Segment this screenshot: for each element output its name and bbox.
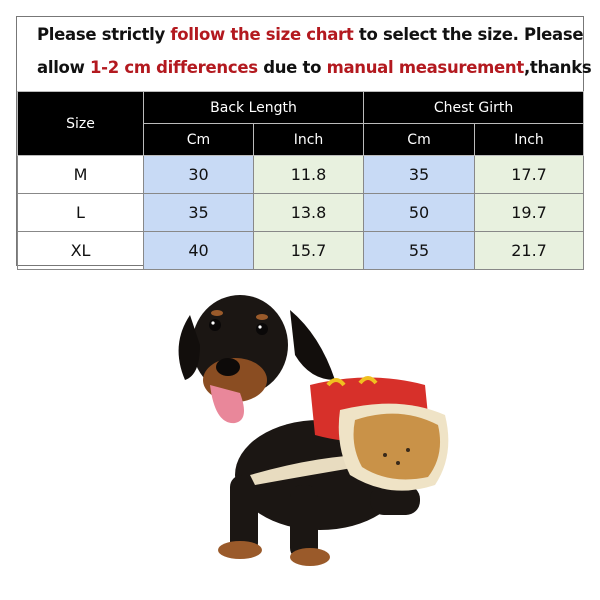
value-cell: 35 [363, 155, 476, 194]
value-cell: 40 [143, 231, 254, 270]
unit-header: Inch [474, 123, 585, 156]
unit-header: Cm [363, 123, 476, 156]
table-row: L 35 13.8 50 19.7 [17, 193, 585, 232]
value-cell: 30 [143, 155, 254, 194]
notice-text: to select the size. Please [353, 25, 584, 44]
notice-highlight: 1-2 cm differences [89, 58, 258, 77]
notice-highlight: follow the size chart [170, 25, 354, 44]
value-cell: 21.7 [474, 231, 585, 270]
value-cell: 15.7 [252, 231, 365, 270]
value-cell: 50 [363, 193, 476, 232]
unit-row: Cm Inch Cm Inch [18, 123, 585, 156]
value-cell: 55 [363, 231, 476, 270]
notice-line-1: Please strictly follow the size chart to… [37, 25, 584, 44]
value-cell: 13.8 [252, 193, 365, 232]
group-header-back-length: Back Length [142, 91, 365, 124]
notice-highlight: manual measurement [326, 58, 525, 77]
size-table: Size Back Length Chest Girth Cm Inch Cm … [17, 91, 585, 270]
value-cell: 19.7 [474, 193, 585, 232]
size-cell: M [17, 155, 144, 194]
value-cell: 17.7 [474, 155, 585, 194]
notice-text: allow [37, 58, 90, 77]
notice-text: due to [257, 58, 327, 77]
size-notice: Please strictly follow the size chart to… [17, 17, 592, 91]
value-cell: 35 [143, 193, 254, 232]
dog-tongue [210, 385, 244, 424]
size-cell: L [17, 193, 144, 232]
notice-text: Please strictly [37, 25, 171, 44]
notice-line-2: allow 1-2 cm differences due to manual m… [37, 58, 592, 77]
notice-text: ,thanks [523, 58, 592, 77]
dog-costume-photo [178, 295, 449, 566]
size-cell: XL [17, 231, 144, 270]
table-row: M 30 11.8 35 17.7 [17, 155, 585, 194]
group-header-chest-girth: Chest Girth [363, 91, 585, 124]
unit-header: Inch [252, 123, 365, 156]
header-row: Size Back Length Chest Girth [17, 91, 585, 156]
value-cell: 11.8 [252, 155, 365, 194]
unit-header: Cm [143, 123, 254, 156]
size-chart: Please strictly follow the size chart to… [16, 16, 592, 270]
size-header: Size [17, 91, 144, 156]
table-row: XL 40 15.7 55 21.7 [17, 231, 585, 270]
